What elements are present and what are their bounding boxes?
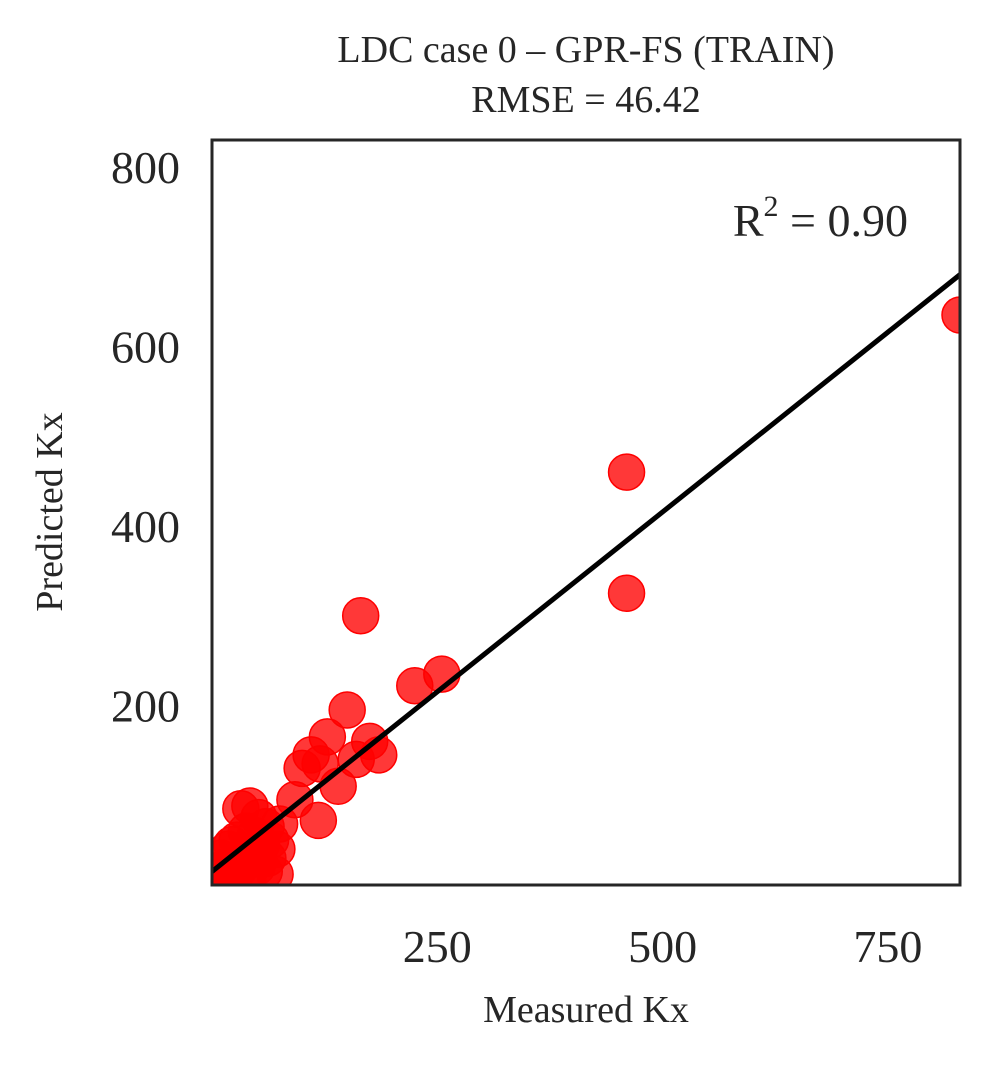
data-point: [941, 296, 960, 334]
fit-line: [212, 272, 960, 874]
x-tick-label: 250: [403, 921, 472, 972]
data-point: [607, 453, 646, 491]
data-point: [607, 574, 646, 613]
y-tick-label: 400: [111, 501, 180, 552]
r2-prefix: R: [733, 195, 764, 246]
y-tick-label: 600: [111, 321, 180, 372]
r2-suffix: = 0.90: [779, 195, 908, 246]
chart-title: LDC case 0 – GPR-FS (TRAIN): [337, 29, 834, 71]
x-axis-label: Measured Kx: [483, 989, 689, 1031]
y-axis-ticks: 200 400 600 800: [111, 142, 180, 732]
data-point: [328, 691, 366, 729]
x-tick-label: 500: [628, 921, 697, 972]
y-tick-label: 200: [111, 680, 180, 731]
fit-layer: [212, 272, 960, 874]
data-point: [308, 718, 347, 756]
x-axis-ticks: 250 500 750: [403, 921, 923, 972]
x-tick-label: 750: [853, 921, 922, 972]
chart-subtitle: RMSE = 46.42: [471, 79, 700, 121]
y-tick-label: 800: [111, 142, 180, 193]
points-layer: [212, 296, 960, 885]
y-axis-label: Predicted Kx: [29, 412, 71, 611]
plot-frame: [210, 138, 962, 887]
data-point: [341, 596, 380, 635]
data-point: [299, 801, 338, 840]
r-squared-annotation: R2 = 0.90: [733, 190, 908, 246]
data-point: [359, 736, 398, 774]
r2-superscript: 2: [764, 190, 779, 223]
